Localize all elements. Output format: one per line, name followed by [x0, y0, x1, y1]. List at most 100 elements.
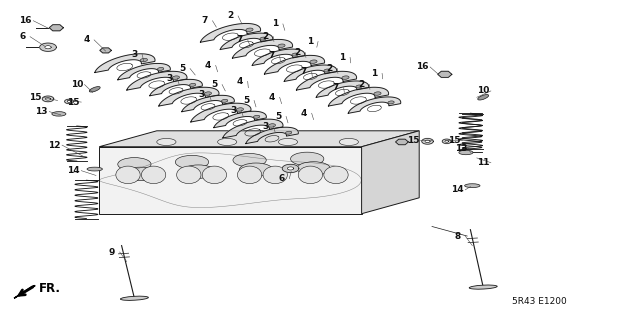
Ellipse shape — [291, 152, 324, 166]
Text: 5R43 E1200: 5R43 E1200 — [512, 297, 567, 306]
Ellipse shape — [189, 83, 196, 86]
Text: 11: 11 — [477, 158, 490, 167]
Ellipse shape — [141, 166, 166, 184]
Polygon shape — [316, 81, 369, 97]
Ellipse shape — [465, 184, 480, 188]
Polygon shape — [49, 25, 63, 31]
Ellipse shape — [292, 53, 298, 56]
Text: 4: 4 — [83, 35, 90, 44]
Text: 15: 15 — [406, 136, 419, 145]
Text: 3: 3 — [131, 50, 138, 59]
Ellipse shape — [297, 162, 330, 175]
Polygon shape — [182, 95, 234, 112]
Text: 13: 13 — [454, 144, 467, 153]
Ellipse shape — [342, 76, 349, 79]
Ellipse shape — [157, 138, 176, 145]
Text: 12: 12 — [48, 141, 61, 150]
Text: 7: 7 — [333, 83, 339, 92]
Text: 15: 15 — [29, 93, 42, 102]
Polygon shape — [99, 131, 419, 147]
Ellipse shape — [285, 131, 292, 134]
Text: 5: 5 — [275, 112, 282, 121]
Polygon shape — [445, 140, 449, 142]
Text: 6: 6 — [278, 174, 285, 183]
Text: 4: 4 — [269, 93, 275, 102]
Text: 15: 15 — [448, 136, 461, 145]
Polygon shape — [232, 40, 292, 58]
Ellipse shape — [260, 37, 266, 40]
Text: 1: 1 — [339, 53, 346, 62]
Ellipse shape — [356, 85, 362, 88]
Polygon shape — [40, 43, 56, 51]
Text: 10: 10 — [477, 86, 490, 95]
Ellipse shape — [236, 108, 243, 111]
Ellipse shape — [253, 115, 260, 118]
Polygon shape — [127, 71, 187, 90]
Ellipse shape — [182, 165, 215, 178]
Text: 4: 4 — [205, 61, 211, 70]
Polygon shape — [438, 71, 452, 78]
Polygon shape — [348, 97, 401, 113]
Ellipse shape — [116, 166, 140, 184]
Polygon shape — [191, 103, 251, 122]
Ellipse shape — [204, 92, 211, 95]
Text: 7: 7 — [301, 67, 307, 76]
Text: 16: 16 — [416, 63, 429, 71]
Polygon shape — [422, 138, 433, 144]
Text: 2: 2 — [326, 64, 333, 73]
Ellipse shape — [388, 101, 394, 104]
Text: 6: 6 — [19, 32, 26, 41]
Ellipse shape — [459, 150, 473, 155]
Polygon shape — [287, 167, 294, 170]
Ellipse shape — [324, 166, 348, 184]
Text: FR.: FR. — [38, 282, 60, 295]
Text: 3: 3 — [166, 74, 173, 83]
Ellipse shape — [246, 28, 253, 32]
Polygon shape — [159, 87, 219, 106]
Text: 1: 1 — [272, 19, 278, 28]
Text: 7: 7 — [269, 51, 275, 60]
Ellipse shape — [239, 163, 273, 176]
Ellipse shape — [52, 112, 66, 116]
Polygon shape — [99, 147, 362, 214]
Ellipse shape — [177, 166, 201, 184]
Ellipse shape — [278, 138, 298, 145]
Text: 10: 10 — [70, 80, 83, 89]
Polygon shape — [220, 33, 273, 49]
Ellipse shape — [175, 155, 209, 169]
Text: 5: 5 — [211, 80, 218, 89]
Polygon shape — [45, 98, 51, 100]
Text: 5: 5 — [179, 64, 186, 73]
Ellipse shape — [172, 76, 179, 79]
Text: 7: 7 — [202, 16, 208, 25]
Polygon shape — [65, 99, 74, 104]
Ellipse shape — [87, 167, 102, 171]
Ellipse shape — [140, 58, 147, 62]
Ellipse shape — [339, 138, 358, 145]
Polygon shape — [284, 65, 337, 81]
Polygon shape — [362, 131, 419, 214]
Ellipse shape — [477, 94, 489, 100]
Polygon shape — [396, 139, 408, 145]
Polygon shape — [282, 164, 299, 173]
Ellipse shape — [268, 124, 275, 127]
Text: 9: 9 — [109, 248, 115, 256]
Polygon shape — [95, 54, 155, 72]
Text: 5: 5 — [243, 96, 250, 105]
Polygon shape — [425, 140, 430, 143]
Polygon shape — [252, 49, 305, 65]
Polygon shape — [14, 286, 35, 298]
Polygon shape — [264, 56, 324, 74]
Ellipse shape — [233, 153, 266, 167]
Ellipse shape — [237, 166, 262, 184]
Text: 14: 14 — [67, 166, 80, 175]
Ellipse shape — [120, 296, 148, 300]
Text: 1: 1 — [371, 69, 378, 78]
Text: 4: 4 — [301, 109, 307, 118]
Text: 14: 14 — [451, 185, 464, 194]
Polygon shape — [100, 48, 111, 53]
Polygon shape — [296, 71, 356, 90]
Text: 1: 1 — [307, 37, 314, 46]
Text: 13: 13 — [35, 107, 48, 116]
Ellipse shape — [89, 86, 100, 92]
